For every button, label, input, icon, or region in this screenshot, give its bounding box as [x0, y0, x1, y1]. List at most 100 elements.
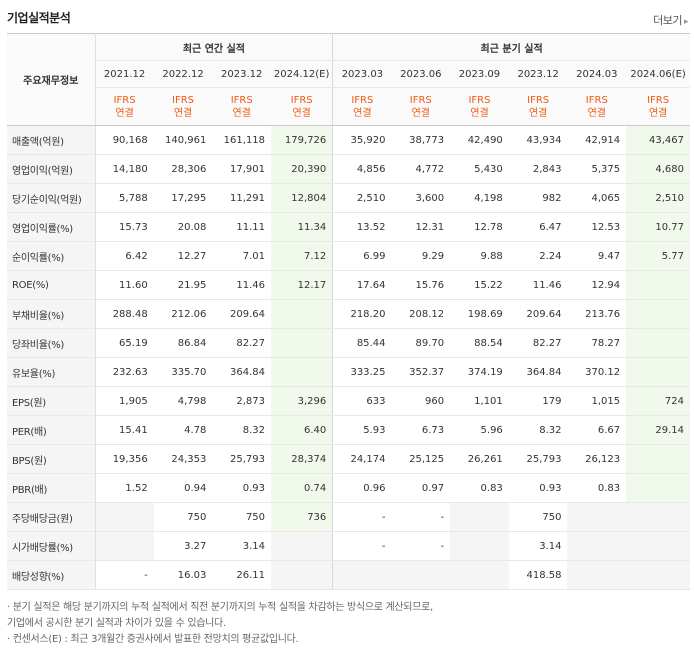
row-label: 부채비율(%) [7, 299, 96, 329]
table-cell: 736 [271, 502, 334, 532]
table-cell [626, 444, 690, 474]
table-row: 유보율(%) 232.63 335.70 364.84 333.25 352.37 374.… [7, 357, 690, 387]
table-cell: 1.52 [95, 473, 154, 503]
table-cell: 4.78 [153, 415, 213, 445]
table-cell: 208.12 [391, 299, 451, 329]
table-cell: 4,198 [450, 183, 509, 213]
table-row: EPS(원) 1,905 4,798 2,873 3,296 633 960 1,101 179… [7, 386, 690, 416]
table-cell: 20.08 [153, 212, 213, 242]
table-row: 매출액(억원) 90,168 140,961 161,118 179,726 35,920… [7, 125, 690, 155]
table-cell: 364.84 [508, 357, 568, 387]
ifrs-label: IFRS [351, 94, 374, 106]
table-cell [567, 502, 627, 532]
table-cell: 161,118 [212, 125, 272, 155]
table-cell: 65.19 [95, 328, 154, 358]
table-cell: 11.60 [95, 270, 154, 300]
table-cell [626, 299, 690, 329]
table-cell: 20,390 [271, 154, 334, 184]
table-cell: 15.76 [391, 270, 451, 300]
table-cell: 85.44 [332, 328, 392, 358]
row-label: PBR(배) [7, 473, 96, 503]
period-header: 2023.12 [212, 60, 272, 88]
table-cell: 25,793 [212, 444, 272, 474]
table-row: PER(배) 15.41 4.78 8.32 6.40 5.93 6.73 5.96 8.32 6… [7, 415, 690, 445]
row-label: 당기순이익(억원) [7, 183, 96, 213]
table-row: 부채비율(%) 288.48 212.06 209.64 218.20 208.12 198… [7, 299, 690, 329]
footnotes: · 분기 실적은 해당 분기까지의 누적 실적에서 직전 분기까지의 누적 실적… [7, 600, 433, 648]
ifrs-header: IFRS 연결 [332, 87, 392, 126]
table-cell: 15.41 [95, 415, 154, 445]
table-cell: 12.78 [450, 212, 509, 242]
table-cell [271, 560, 334, 590]
table-cell: 374.19 [450, 357, 509, 387]
table-cell: 0.74 [271, 473, 334, 503]
row-label: 순이익률(%) [7, 241, 96, 271]
chevron-right-icon: ▸ [683, 17, 689, 27]
table-cell: 16.03 [153, 560, 213, 590]
ifrs-label: IFRS [230, 94, 253, 106]
table-cell: 4,065 [567, 183, 627, 213]
period-header: 2024.06(E) [626, 60, 690, 88]
section-title: 기업실적분석 [7, 11, 71, 25]
table-row: 순이익률(%) 6.42 12.27 7.01 7.12 6.99 9.29 9.88 2.24… [7, 241, 690, 271]
table-cell: 12.31 [391, 212, 451, 242]
consolidated-label: 연결 [115, 107, 134, 119]
table-cell: 750 [508, 502, 568, 532]
ifrs-label: IFRS [527, 94, 550, 106]
table-cell: 2,510 [332, 183, 392, 213]
table-cell: 7.01 [212, 241, 272, 271]
table-cell: 633 [332, 386, 392, 416]
table-cell [450, 531, 509, 561]
table-cell: 13.52 [332, 212, 392, 242]
consolidated-label: 연결 [411, 107, 430, 119]
table-cell [626, 328, 690, 358]
row-label: 시가배당률(%) [7, 531, 96, 561]
ifrs-label: IFRS [468, 94, 491, 106]
table-row: 영업이익률(%) 15.73 20.08 11.11 11.34 13.52 12.31 12… [7, 212, 690, 242]
corner-header: 주요재무정보 [7, 33, 96, 126]
table-cell: 2,843 [508, 154, 568, 184]
period-header: 2023.12 [508, 60, 568, 88]
ifrs-label: IFRS [113, 94, 136, 106]
table-cell: 179 [508, 386, 568, 416]
table-row: 당기순이익(억원) 5,788 17,295 11,291 12,804 2,510 3,6… [7, 183, 690, 213]
table-cell: 0.96 [332, 473, 392, 503]
quarter-group-header: 최근 분기 실적 [332, 33, 690, 61]
financial-table-body: 매출액(억원) 90,168 140,961 161,118 179,726 35,920… [7, 125, 690, 590]
table-cell [626, 531, 690, 561]
table-cell: 750 [212, 502, 272, 532]
table-cell: 5.77 [626, 241, 690, 271]
table-cell: 1,015 [567, 386, 627, 416]
table-cell: 9.29 [391, 241, 451, 271]
table-cell: 6.47 [508, 212, 568, 242]
table-cell: 8.32 [212, 415, 272, 445]
footnote-2: · 컨센서스(E) : 최근 3개월간 증권사에서 발표한 전망치의 평균값입니… [7, 634, 299, 645]
table-cell: 3.27 [153, 531, 213, 561]
table-cell: 198.69 [450, 299, 509, 329]
consolidated-label: 연결 [232, 107, 251, 119]
table-cell: 12.17 [271, 270, 334, 300]
table-cell: 26,261 [450, 444, 509, 474]
more-link[interactable]: 더보기 ▸ [653, 12, 688, 28]
table-cell: 17,295 [153, 183, 213, 213]
table-cell: 5,375 [567, 154, 627, 184]
table-cell: 28,374 [271, 444, 334, 474]
ifrs-header: IFRS 연결 [271, 87, 334, 126]
table-cell: 6.73 [391, 415, 451, 445]
table-cell [626, 270, 690, 300]
table-cell: - [95, 560, 154, 590]
table-cell: 335.70 [153, 357, 213, 387]
table-cell: 4,798 [153, 386, 213, 416]
table-cell: 25,793 [508, 444, 568, 474]
table-cell [626, 357, 690, 387]
table-cell: 0.93 [508, 473, 568, 503]
table-row: 주당배당금(원) 750 750 736- -750 [7, 502, 690, 532]
table-cell: 43,467 [626, 125, 690, 155]
table-cell: 82.27 [508, 328, 568, 358]
table-cell [567, 531, 627, 561]
table-cell [626, 560, 690, 590]
annual-group-header: 최근 연간 실적 [95, 33, 334, 61]
table-cell: 26.11 [212, 560, 272, 590]
table-row: 당좌비율(%) 65.19 86.84 82.27 85.44 89.70 88.54 82.… [7, 328, 690, 358]
ifrs-label: IFRS [172, 94, 195, 106]
